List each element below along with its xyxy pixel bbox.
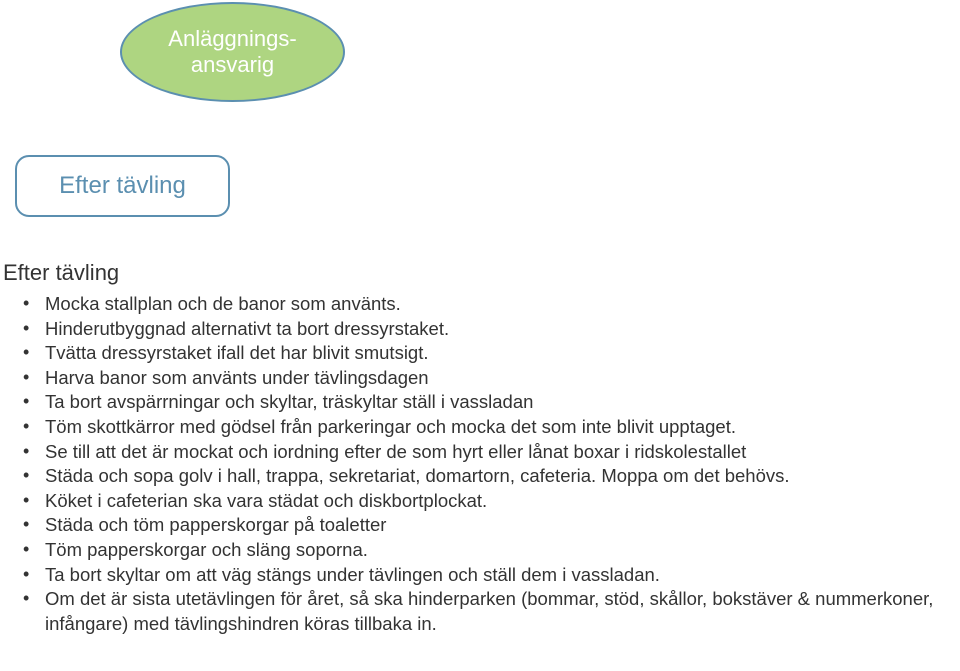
- list-item: Ta bort skyltar om att väg stängs under …: [21, 563, 960, 588]
- list-item: Se till att det är mockat och iordning e…: [21, 440, 960, 465]
- list-item: Ta bort avspärrningar och skyltar, träsk…: [21, 390, 960, 415]
- list-item: Töm skottkärror med gödsel från parkerin…: [21, 415, 960, 440]
- list-item: Städa och sopa golv i hall, trappa, sekr…: [21, 464, 960, 489]
- status-box-text: Efter tävling: [59, 172, 186, 200]
- title-ellipse-text: Anläggnings-ansvarig: [168, 26, 296, 79]
- list-item: Tvätta dressyrstaket ifall det har blivi…: [21, 341, 960, 366]
- status-box: Efter tävling: [15, 155, 230, 217]
- section-heading: Efter tävling: [3, 260, 960, 286]
- list-item: Om det är sista utetävlingen för året, s…: [21, 587, 960, 636]
- list-item: Köket i cafeterian ska vara städat och d…: [21, 489, 960, 514]
- list-item: Mocka stallplan och de banor som använts…: [21, 292, 960, 317]
- bullet-list: Mocka stallplan och de banor som använts…: [3, 292, 960, 636]
- title-ellipse: Anläggnings-ansvarig: [120, 2, 345, 102]
- list-item: Städa och töm papperskorgar på toaletter: [21, 513, 960, 538]
- content-area: Efter tävling Mocka stallplan och de ban…: [0, 260, 960, 636]
- list-item: Töm papperskorgar och släng soporna.: [21, 538, 960, 563]
- list-item: Harva banor som använts under tävlingsda…: [21, 366, 960, 391]
- list-item: Hinderutbyggnad alternativt ta bort dres…: [21, 317, 960, 342]
